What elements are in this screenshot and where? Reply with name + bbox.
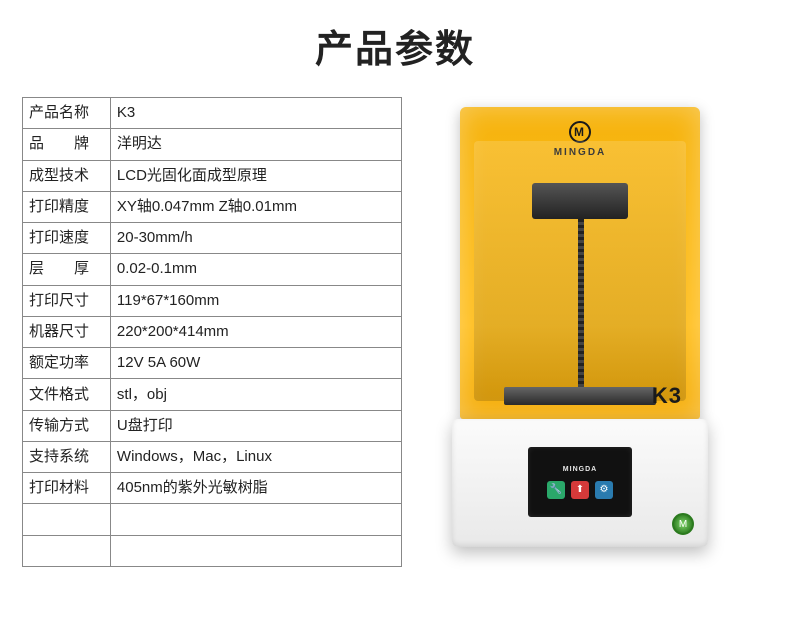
spec-value: 洋明达 <box>110 129 401 160</box>
spec-label: 打印尺寸 <box>23 285 111 316</box>
spec-label: 打印材料 <box>23 473 111 504</box>
screen-icon-row: 🔧 ⬆ ⚙ <box>547 481 613 499</box>
spec-value: Windows，Mac，Linux <box>110 441 401 472</box>
table-row <box>23 535 402 566</box>
spec-label: 额定功率 <box>23 348 111 379</box>
screen-tool-icon: 🔧 <box>547 481 565 499</box>
spec-label: 成型技术 <box>23 160 111 191</box>
spec-value: 405nm的紫外光敏树脂 <box>110 473 401 504</box>
power-button-icon: M <box>672 513 694 535</box>
table-row: 传输方式U盘打印 <box>23 410 402 441</box>
spec-value: LCD光固化面成型原理 <box>110 160 401 191</box>
spec-value: 20-30mm/h <box>110 223 401 254</box>
spec-label: 品 牌 <box>23 129 111 160</box>
touch-screen: MINGDA 🔧 ⬆ ⚙ <box>528 447 632 517</box>
screen-up-icon: ⬆ <box>571 481 589 499</box>
brand-logo-icon: M <box>569 121 591 143</box>
spec-value: stl，obj <box>110 379 401 410</box>
screen-brand-text: MINGDA <box>563 466 597 473</box>
table-row: 成型技术LCD光固化面成型原理 <box>23 160 402 191</box>
spec-label <box>23 504 111 535</box>
spec-value: 119*67*160mm <box>110 285 401 316</box>
spec-label: 产品名称 <box>23 98 111 129</box>
spec-label <box>23 535 111 566</box>
spec-label: 层 厚 <box>23 254 111 285</box>
z-lead-screw <box>578 219 584 395</box>
screen-gear-icon: ⚙ <box>595 481 613 499</box>
spec-value <box>110 504 401 535</box>
content-row: 产品名称K3品 牌洋明达成型技术LCD光固化面成型原理打印精度XY轴0.047m… <box>0 97 790 567</box>
spec-label: 打印精度 <box>23 191 111 222</box>
table-row: 打印精度XY轴0.047mm Z轴0.01mm <box>23 191 402 222</box>
product-image: M MINGDA K3 MINGDA 🔧 ⬆ ⚙ M <box>430 107 730 567</box>
spec-value: 0.02-0.1mm <box>110 254 401 285</box>
spec-value: U盘打印 <box>110 410 401 441</box>
printer-cover: M MINGDA K3 <box>460 107 700 419</box>
table-row: 文件格式stl，obj <box>23 379 402 410</box>
table-row: 产品名称K3 <box>23 98 402 129</box>
table-row: 打印尺寸119*67*160mm <box>23 285 402 316</box>
table-row: 打印材料405nm的紫外光敏树脂 <box>23 473 402 504</box>
spec-label: 机器尺寸 <box>23 316 111 347</box>
table-row: 额定功率12V 5A 60W <box>23 348 402 379</box>
spec-label: 打印速度 <box>23 223 111 254</box>
page-title: 产品参数 <box>0 0 790 97</box>
spec-value <box>110 535 401 566</box>
spec-value: XY轴0.047mm Z轴0.01mm <box>110 191 401 222</box>
spec-value: 12V 5A 60W <box>110 348 401 379</box>
spec-value: K3 <box>110 98 401 129</box>
print-head <box>532 183 628 219</box>
table-row <box>23 504 402 535</box>
spec-table: 产品名称K3品 牌洋明达成型技术LCD光固化面成型原理打印精度XY轴0.047m… <box>22 97 402 567</box>
spec-label: 文件格式 <box>23 379 111 410</box>
table-row: 支持系统Windows，Mac，Linux <box>23 441 402 472</box>
spec-label: 传输方式 <box>23 410 111 441</box>
table-row: 品 牌洋明达 <box>23 129 402 160</box>
printer-base: MINGDA 🔧 ⬆ ⚙ M <box>452 419 708 547</box>
table-row: 机器尺寸220*200*414mm <box>23 316 402 347</box>
spec-label: 支持系统 <box>23 441 111 472</box>
model-label: K3 <box>652 383 682 409</box>
spec-value: 220*200*414mm <box>110 316 401 347</box>
table-row: 打印速度20-30mm/h <box>23 223 402 254</box>
table-row: 层 厚0.02-0.1mm <box>23 254 402 285</box>
build-platform <box>504 387 656 405</box>
